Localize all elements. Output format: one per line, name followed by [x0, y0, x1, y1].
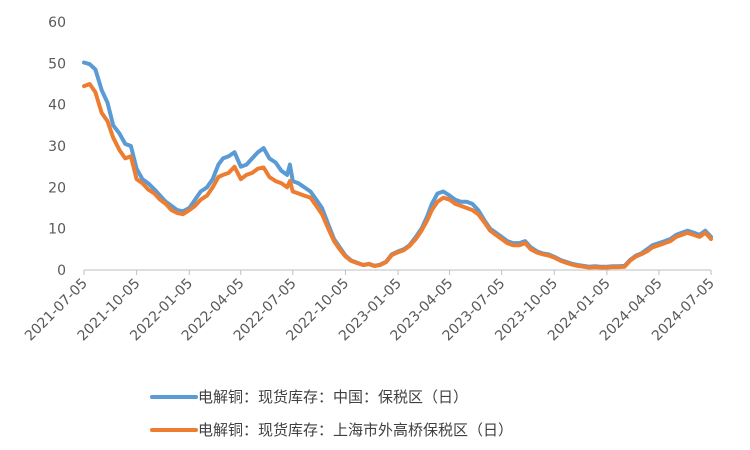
y-tick-label: 0 — [57, 263, 66, 279]
legend: 电解铜：现货库存：中国：保税区（日） 电解铜：现货库存：上海市外高桥保税区（日） — [150, 388, 513, 439]
legend-label: 电解铜：现货库存：中国：保税区（日） — [198, 388, 468, 406]
y-tick-label: 60 — [48, 15, 66, 31]
series-line-bonded-zone — [82, 60, 713, 269]
y-tick-label: 40 — [48, 98, 66, 114]
y-tick-label: 50 — [48, 56, 66, 72]
y-tick-label: 20 — [48, 180, 66, 196]
legend-label: 电解铜：现货库存：上海市外高桥保税区（日） — [198, 421, 513, 439]
y-tick-label: 10 — [48, 222, 66, 238]
series-line-waigaoqiao — [82, 82, 713, 270]
x-axis: 2021-07-052021-10-052022-01-052022-04-05… — [22, 269, 718, 344]
series-lines — [82, 60, 713, 270]
y-axis-ticks: 0 10 20 30 40 50 60 — [48, 15, 66, 279]
y-tick-label: 30 — [48, 139, 66, 155]
